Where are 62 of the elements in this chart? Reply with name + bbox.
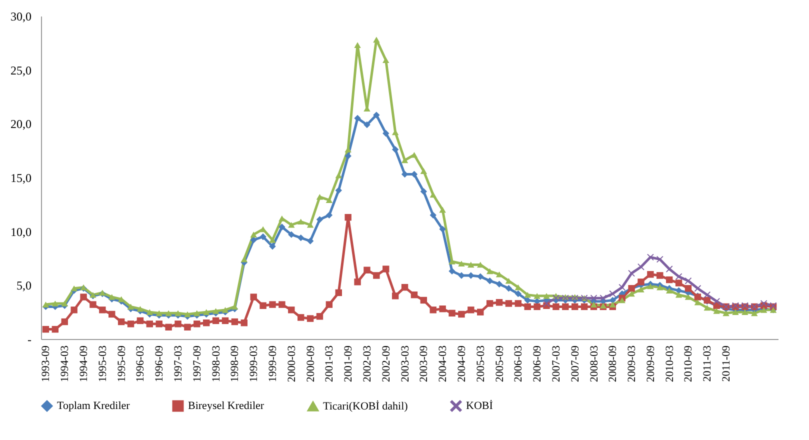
point <box>609 290 616 298</box>
x-tick-label: 1999-09 <box>266 345 279 382</box>
x-tick-label: 2010-03 <box>664 345 676 382</box>
x-tick-label: 2000-09 <box>304 345 317 382</box>
legend-label: Ticari(KOBİ dahil) <box>323 399 408 412</box>
x-tick-label: 2006-09 <box>532 345 544 382</box>
x-tick-label: 1999-03 <box>248 345 260 382</box>
point <box>628 270 635 277</box>
point <box>590 294 598 302</box>
point <box>684 278 692 284</box>
x-tick-label: 2004-09 <box>456 345 468 382</box>
x-tick-label: 2000-03 <box>286 345 298 382</box>
x-tick-label: 2004-03 <box>437 345 450 382</box>
x-tick-label: 2009-09 <box>644 345 657 382</box>
y-tick-label: 30,0 <box>10 10 32 24</box>
x-tick-label: 1997-03 <box>172 345 185 382</box>
point <box>647 254 654 261</box>
point <box>600 294 607 302</box>
x-tick-label: 2011-09 <box>720 345 733 382</box>
x-tick-label: 2011-03 <box>702 345 714 382</box>
x-tick-label: 1997-09 <box>191 345 204 382</box>
point <box>656 256 664 263</box>
x-tick-label: 2005-03 <box>474 345 487 382</box>
point <box>694 285 702 292</box>
legend-label: Toplam Krediler <box>57 400 130 412</box>
y-tick-label: 10,0 <box>10 224 32 239</box>
legend-label: Bireysel Krediler <box>188 400 264 412</box>
x-tick-label: 1993-09 <box>40 345 52 382</box>
x-tick-label: 1996-03 <box>134 345 147 382</box>
x-tick-label: 1994-03 <box>59 345 72 382</box>
legend-label: KOBİ <box>466 399 494 412</box>
y-tick-label: - <box>28 332 32 346</box>
x-tick-label: 2006-03 <box>512 345 525 382</box>
x-tick-label: 2002-09 <box>380 345 392 382</box>
x-tick-label: 2005-09 <box>494 345 506 382</box>
x-tick-label: 2007-03 <box>550 345 562 382</box>
point <box>704 292 710 298</box>
x-tick-label: 1995-03 <box>96 345 109 382</box>
y-tick-label: 20,0 <box>10 117 32 132</box>
x-tick-label: 1996-09 <box>154 345 166 382</box>
point <box>713 298 720 305</box>
x-tick-label: 1994-09 <box>78 345 90 382</box>
y-tick-label: 25,0 <box>10 63 32 78</box>
x-tick-label: 2007-09 <box>569 345 582 382</box>
x-tick-label: 2009-03 <box>626 345 638 382</box>
x-tick-label: 1998-03 <box>210 345 222 382</box>
y-tick-label: 5,0 <box>16 278 32 293</box>
x-tick-label: 2010-09 <box>682 345 695 382</box>
y-tick-label: 15,0 <box>10 171 32 185</box>
point <box>666 266 673 272</box>
point <box>618 284 626 291</box>
x-tick-label: 2008-03 <box>588 345 600 382</box>
x-tick-label: 1998-09 <box>229 345 242 382</box>
x-tick-label: 2003-03 <box>399 345 412 382</box>
x-tick-label: 2008-09 <box>607 345 620 382</box>
x-tick-label: 2001-03 <box>324 345 336 382</box>
point <box>552 294 560 302</box>
x-tick-label: 2002-03 <box>361 345 374 382</box>
x-tick-label: 2001-09 <box>342 345 355 382</box>
x-tick-label: 1995-09 <box>116 345 128 382</box>
point <box>638 264 644 270</box>
x-tick-label: 2003-09 <box>418 345 430 382</box>
